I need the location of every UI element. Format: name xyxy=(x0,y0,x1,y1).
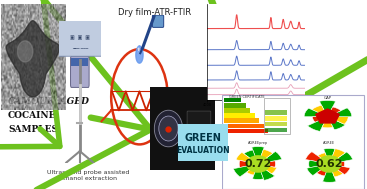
FancyBboxPatch shape xyxy=(149,85,216,172)
Bar xyxy=(225,124,264,128)
Bar xyxy=(225,113,255,118)
Text: COCAINE: COCAINE xyxy=(8,111,57,119)
FancyBboxPatch shape xyxy=(152,15,164,27)
Text: EVALUATION: EVALUATION xyxy=(176,146,230,155)
Bar xyxy=(265,116,287,121)
Wedge shape xyxy=(258,161,276,167)
Text: AGREE: AGREE xyxy=(323,141,335,145)
Wedge shape xyxy=(307,164,330,176)
Bar xyxy=(225,119,259,123)
Wedge shape xyxy=(312,117,327,122)
Polygon shape xyxy=(136,46,143,63)
Wedge shape xyxy=(330,152,353,164)
Text: SAMPLES: SAMPLES xyxy=(8,125,58,133)
Bar xyxy=(225,129,268,133)
Wedge shape xyxy=(252,164,264,179)
Text: CAMOUFLAGED: CAMOUFLAGED xyxy=(8,97,90,105)
Wedge shape xyxy=(304,108,327,117)
Wedge shape xyxy=(252,147,264,164)
Text: Bruker: Bruker xyxy=(192,152,206,156)
Text: 0.72: 0.72 xyxy=(244,159,272,169)
Wedge shape xyxy=(330,164,343,177)
Wedge shape xyxy=(258,151,282,164)
Circle shape xyxy=(247,156,269,172)
Text: AGREEprep: AGREEprep xyxy=(248,141,268,145)
Text: ─── ───: ─── ─── xyxy=(72,47,88,51)
Wedge shape xyxy=(319,101,336,117)
Bar xyxy=(225,98,241,102)
Wedge shape xyxy=(258,164,277,174)
Wedge shape xyxy=(322,117,333,128)
FancyBboxPatch shape xyxy=(175,122,230,163)
Bar xyxy=(225,108,250,113)
Bar xyxy=(265,128,287,132)
Text: 0.62: 0.62 xyxy=(316,159,343,169)
Wedge shape xyxy=(233,164,258,177)
Circle shape xyxy=(159,116,178,141)
Text: Dry film-ATR-FTIR: Dry film-ATR-FTIR xyxy=(119,8,192,17)
Wedge shape xyxy=(309,160,330,168)
Text: GREEN CERTIFICATE: GREEN CERTIFICATE xyxy=(229,95,265,99)
Text: GAP: GAP xyxy=(323,96,332,100)
FancyBboxPatch shape xyxy=(70,56,89,87)
Circle shape xyxy=(154,110,183,147)
Wedge shape xyxy=(305,152,330,164)
Polygon shape xyxy=(6,21,59,97)
Wedge shape xyxy=(318,153,330,164)
FancyBboxPatch shape xyxy=(222,94,364,189)
Wedge shape xyxy=(258,149,273,164)
Wedge shape xyxy=(317,164,330,176)
Wedge shape xyxy=(327,107,341,117)
Wedge shape xyxy=(308,117,327,131)
Bar xyxy=(265,122,287,126)
Wedge shape xyxy=(239,160,258,167)
Wedge shape xyxy=(312,105,327,117)
Circle shape xyxy=(318,156,341,172)
Wedge shape xyxy=(330,164,350,175)
Wedge shape xyxy=(327,117,348,124)
Polygon shape xyxy=(138,48,139,50)
Polygon shape xyxy=(18,41,33,62)
Wedge shape xyxy=(244,150,258,164)
Wedge shape xyxy=(258,164,275,180)
Polygon shape xyxy=(316,109,339,123)
Wedge shape xyxy=(327,108,352,117)
Text: GREEN: GREEN xyxy=(184,133,221,143)
Wedge shape xyxy=(330,149,345,164)
Text: ▣  ▣  ▣: ▣ ▣ ▣ xyxy=(70,35,90,40)
FancyBboxPatch shape xyxy=(58,19,102,56)
FancyBboxPatch shape xyxy=(187,111,211,146)
Wedge shape xyxy=(330,161,345,167)
Wedge shape xyxy=(323,164,336,182)
Bar xyxy=(265,111,287,115)
FancyBboxPatch shape xyxy=(71,58,88,66)
Wedge shape xyxy=(324,149,335,164)
Wedge shape xyxy=(327,117,345,130)
Wedge shape xyxy=(247,164,258,175)
Wedge shape xyxy=(236,152,258,164)
Bar xyxy=(225,103,246,108)
Bar xyxy=(264,98,290,135)
Text: Ultrasound probe assisted
ethanol extraction: Ultrasound probe assisted ethanol extrac… xyxy=(47,170,129,181)
